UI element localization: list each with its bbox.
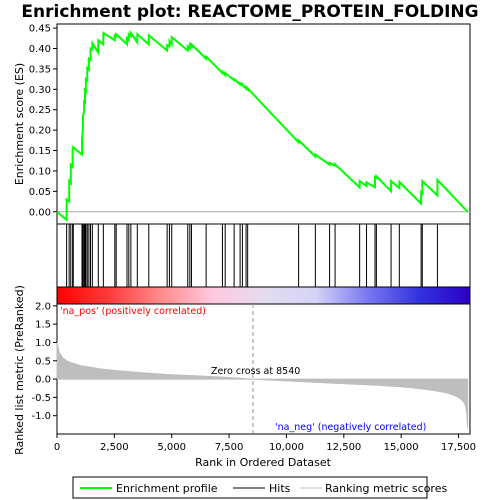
x-tick-label: 10,000	[269, 442, 304, 453]
es-panel: 0.00 0.05 0.10 0.15 0.20 0.25 0.30 0.35 0.40 0.45	[29, 23, 471, 225]
x-tick-label: 2,500	[100, 442, 129, 453]
es-y-tick-label: 0.05	[29, 187, 51, 198]
enrichment-profile-line	[56, 29, 469, 223]
rank-gradient-bar	[56, 286, 471, 305]
metric-panel: 2.0 1.5 1.0 0.5 0.0 -0.5 -1.0 'na_pos' (positi…	[31, 301, 471, 435]
metric-y-tick-label: -1.0	[31, 411, 51, 422]
es-y-tick-label: 0.30	[29, 85, 51, 96]
es-y-tick-label: 0.00	[29, 207, 51, 218]
x-tick-label: 5,000	[157, 442, 186, 453]
x-axis-label: Rank in Ordered Dataset	[195, 456, 332, 469]
metric-y-tick-label: 1.0	[35, 338, 51, 349]
metric-y-tick-label: 1.5	[35, 320, 51, 331]
x-tick-label: 0	[54, 442, 60, 453]
ranking-metric-area	[56, 342, 469, 429]
chart-title: Enrichment plot: REACTOME_PROTEIN_FOLDIN…	[21, 2, 478, 22]
pos-correlated-label: 'na_pos' (positively correlated)	[60, 306, 206, 317]
metric-y-axis: 2.0 1.5 1.0 0.5 0.0 -0.5 -1.0	[31, 301, 57, 422]
x-tick-label: 12,500	[326, 442, 361, 453]
hit-markers	[66, 224, 438, 287]
metric-y-axis-label: Ranked list metric (PreRanked)	[13, 285, 26, 455]
es-y-tick-label: 0.35	[29, 64, 51, 75]
metric-panel-frame	[56, 303, 471, 435]
metric-y-tick-label: -0.5	[31, 393, 51, 404]
es-y-tick-label: 0.40	[29, 44, 51, 55]
rank-gradient-panel	[56, 286, 471, 305]
legend: Enrichment profile Hits Ranking metric s…	[72, 476, 447, 499]
x-axis: 0 2,500 5,000 7,500 10,000 12,500 15,000 17,500	[54, 434, 476, 453]
es-y-tick-label: 0.20	[29, 126, 51, 137]
es-y-tick-label: 0.10	[29, 166, 51, 177]
es-y-tick-label: 0.25	[29, 105, 51, 116]
es-y-axis-label: Enrichment score (ES)	[13, 63, 26, 185]
hits-panel-frame	[56, 223, 471, 288]
legend-hits-label: Hits	[269, 482, 291, 495]
es-y-tick-label: 0.45	[29, 24, 51, 35]
es-y-axis: 0.00 0.05 0.10 0.15 0.20 0.25 0.30 0.35 0.40 0.45	[29, 24, 57, 218]
metric-y-tick-label: 0.0	[35, 375, 51, 386]
es-y-tick-label: 0.15	[29, 146, 51, 157]
x-tick-label: 15,000	[384, 442, 419, 453]
x-tick-label: 17,500	[441, 442, 476, 453]
es-panel-frame	[56, 23, 471, 225]
metric-y-tick-label: 2.0	[35, 301, 51, 312]
neg-correlated-label: 'na_neg' (negatively correlated)	[275, 422, 426, 433]
x-tick-label: 7,500	[215, 442, 244, 453]
hits-panel	[56, 223, 471, 288]
legend-metric-label: Ranking metric scores	[325, 482, 447, 495]
metric-y-tick-label: 0.5	[35, 356, 51, 367]
legend-es-label: Enrichment profile	[116, 482, 218, 495]
zero-cross-label: Zero cross at 8540	[211, 366, 300, 377]
